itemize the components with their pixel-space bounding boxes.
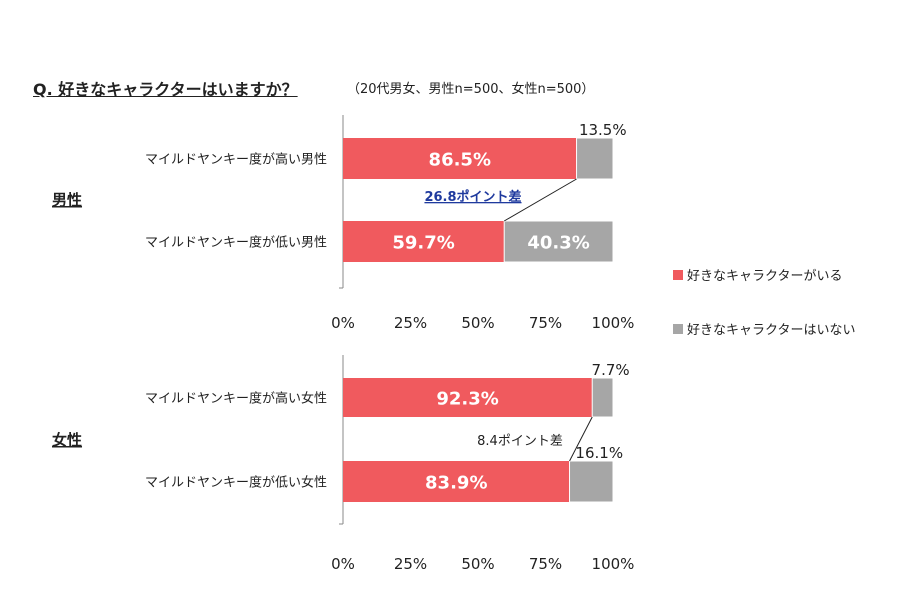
bar-dislike <box>591 377 614 418</box>
x-tick-label: 0% <box>331 555 355 573</box>
data-label-dislike: 40.3% <box>527 233 589 254</box>
difference-annotation: 26.8ポイント差 <box>424 189 521 205</box>
difference-connector <box>503 178 577 222</box>
x-tick-label: 0% <box>331 314 355 332</box>
legend-swatch-dislike <box>673 323 683 334</box>
group-label: 女性 <box>52 431 82 449</box>
x-tick-label: 50% <box>461 555 494 573</box>
bar-dislike <box>503 220 614 263</box>
bar-dislike <box>576 137 614 180</box>
legend-label-like: 好きなキャラクターがいる <box>687 269 843 284</box>
bar-like <box>343 378 593 417</box>
data-label-like: 92.3% <box>436 389 498 410</box>
category-label: マイルドヤンキー度が低い女性 <box>145 475 327 491</box>
x-tick-label: 25% <box>394 555 427 573</box>
data-label-dislike: 13.5% <box>579 121 627 139</box>
chart-subtitle: （20代男女、男性n=500、女性n=500） <box>347 82 595 97</box>
data-label-dislike: 7.7% <box>592 361 630 379</box>
data-label-like: 83.9% <box>425 473 487 494</box>
difference-connector <box>569 416 593 462</box>
x-tick-label: 100% <box>592 314 635 332</box>
data-label-like: 86.5% <box>429 150 491 171</box>
bar-like <box>343 138 577 179</box>
x-tick-label: 50% <box>461 314 494 332</box>
data-label-like: 59.7% <box>392 233 454 254</box>
bar-dislike <box>569 460 614 503</box>
legend-item-like: 好きなキャラクターがいる <box>673 265 842 284</box>
chart-title: Q. 好きなキャラクターはいますか？ <box>33 80 298 99</box>
x-tick-label: 75% <box>529 314 562 332</box>
bar-like <box>343 221 505 262</box>
category-label: マイルドヤンキー度が高い男性 <box>145 152 327 168</box>
legend-label-dislike: 好きなキャラクターはいない <box>687 323 856 338</box>
x-tick-label: 100% <box>592 555 635 573</box>
legend-swatch-like <box>673 269 683 280</box>
x-tick-label: 25% <box>394 314 427 332</box>
bar-like <box>343 461 570 502</box>
legend-item-dislike: 好きなキャラクターはいない <box>673 319 855 338</box>
x-tick-label: 75% <box>529 555 562 573</box>
difference-annotation: 8.4ポイント差 <box>477 434 563 449</box>
category-label: マイルドヤンキー度が低い男性 <box>145 235 327 251</box>
data-label-dislike: 16.1% <box>575 444 623 462</box>
group-label: 男性 <box>52 191 82 209</box>
category-label: マイルドヤンキー度が高い女性 <box>145 391 327 407</box>
